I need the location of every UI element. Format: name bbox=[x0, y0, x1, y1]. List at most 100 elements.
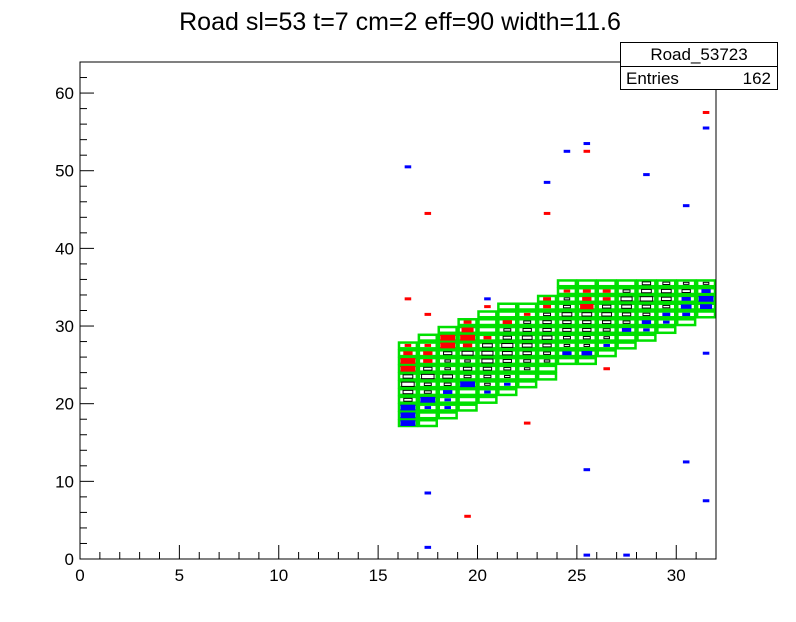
hit-point bbox=[423, 390, 432, 394]
road-cell bbox=[517, 302, 538, 311]
hit-point bbox=[702, 281, 710, 285]
hit-point bbox=[602, 297, 611, 301]
hit-point bbox=[682, 204, 690, 208]
hit-point bbox=[621, 304, 632, 309]
hit-point bbox=[563, 297, 571, 301]
hit-point bbox=[502, 359, 512, 363]
road-cell bbox=[556, 349, 578, 358]
y-tick-label: 10 bbox=[55, 472, 74, 491]
road-cell bbox=[656, 286, 677, 296]
hit-point bbox=[402, 374, 414, 379]
road-cell bbox=[437, 349, 458, 358]
road-cell bbox=[576, 349, 597, 358]
road-cell bbox=[477, 372, 498, 381]
road-cell bbox=[576, 286, 597, 296]
hit-point bbox=[662, 312, 671, 317]
hit-point bbox=[563, 149, 571, 153]
hit-point bbox=[562, 320, 572, 325]
road-cell bbox=[517, 341, 538, 350]
road-cell bbox=[596, 294, 617, 303]
hit-point bbox=[464, 359, 471, 363]
road-cell bbox=[497, 349, 518, 358]
hit-point bbox=[501, 351, 513, 356]
road-cell bbox=[536, 372, 558, 381]
hit-point bbox=[502, 320, 512, 325]
y-tick-label: 0 bbox=[65, 550, 74, 569]
road-cell bbox=[676, 279, 697, 288]
hit-point bbox=[442, 374, 454, 379]
road-cell bbox=[676, 318, 697, 327]
x-tick-label: 10 bbox=[269, 566, 288, 585]
hit-point bbox=[521, 335, 533, 340]
road-cell bbox=[576, 333, 597, 342]
hit-point bbox=[602, 289, 611, 293]
road-cell bbox=[457, 364, 478, 373]
road-cell bbox=[616, 341, 637, 350]
road-cell bbox=[596, 318, 617, 327]
road-cell bbox=[636, 279, 657, 288]
hit-point bbox=[639, 296, 654, 302]
road-cell bbox=[676, 310, 697, 319]
hit-point bbox=[484, 390, 491, 394]
hit-point bbox=[404, 165, 412, 169]
road-cell bbox=[517, 372, 538, 381]
hit-point bbox=[702, 110, 710, 114]
hit-point bbox=[461, 350, 474, 356]
hit-point bbox=[602, 320, 612, 325]
hit-point bbox=[463, 320, 472, 324]
road-cell bbox=[437, 325, 458, 335]
road-cell bbox=[477, 364, 498, 373]
hit-points bbox=[400, 110, 714, 557]
road-cell bbox=[576, 294, 597, 303]
hit-point bbox=[681, 296, 691, 301]
road-cell bbox=[477, 310, 498, 319]
road-cell bbox=[397, 341, 419, 350]
hit-point bbox=[502, 335, 512, 340]
road-cell bbox=[477, 318, 498, 327]
road-cell bbox=[556, 310, 578, 319]
hit-point bbox=[484, 297, 491, 301]
road-cell bbox=[437, 380, 458, 389]
hit-point bbox=[444, 398, 451, 402]
y-tick-label: 30 bbox=[55, 317, 74, 336]
hit-point bbox=[641, 288, 652, 294]
x-tick-label: 0 bbox=[75, 566, 84, 585]
hit-point bbox=[621, 327, 632, 332]
road-cell bbox=[596, 279, 617, 288]
hit-point bbox=[561, 312, 573, 317]
hit-point bbox=[481, 350, 494, 356]
road-cell bbox=[636, 318, 657, 327]
road-cell bbox=[616, 333, 637, 342]
hit-point bbox=[581, 312, 593, 317]
road-cell bbox=[636, 333, 657, 342]
road-cell bbox=[576, 279, 597, 288]
hit-point bbox=[440, 342, 456, 349]
road-cell bbox=[477, 387, 498, 397]
road-cell bbox=[636, 302, 657, 311]
hit-point bbox=[583, 553, 591, 557]
road-cell bbox=[556, 333, 578, 342]
hit-point bbox=[543, 304, 552, 309]
road-cell bbox=[417, 387, 438, 397]
road-cell bbox=[497, 333, 518, 342]
hit-point bbox=[503, 328, 512, 332]
hit-point bbox=[504, 375, 511, 379]
road-cell bbox=[536, 294, 558, 303]
road-cell bbox=[656, 318, 677, 327]
hit-point bbox=[543, 351, 552, 355]
hit-point bbox=[404, 297, 412, 301]
road-cell bbox=[695, 302, 717, 311]
road-cell bbox=[636, 286, 657, 296]
hit-point bbox=[702, 126, 710, 130]
hit-point bbox=[542, 343, 552, 348]
road-cell bbox=[596, 349, 617, 358]
hit-point bbox=[522, 327, 532, 332]
road-cell bbox=[517, 364, 538, 373]
hit-point bbox=[400, 420, 416, 426]
hit-point bbox=[424, 406, 432, 410]
hit-point bbox=[583, 468, 591, 472]
road-cell bbox=[477, 333, 498, 342]
hit-point bbox=[523, 421, 531, 425]
hit-point bbox=[443, 351, 453, 356]
